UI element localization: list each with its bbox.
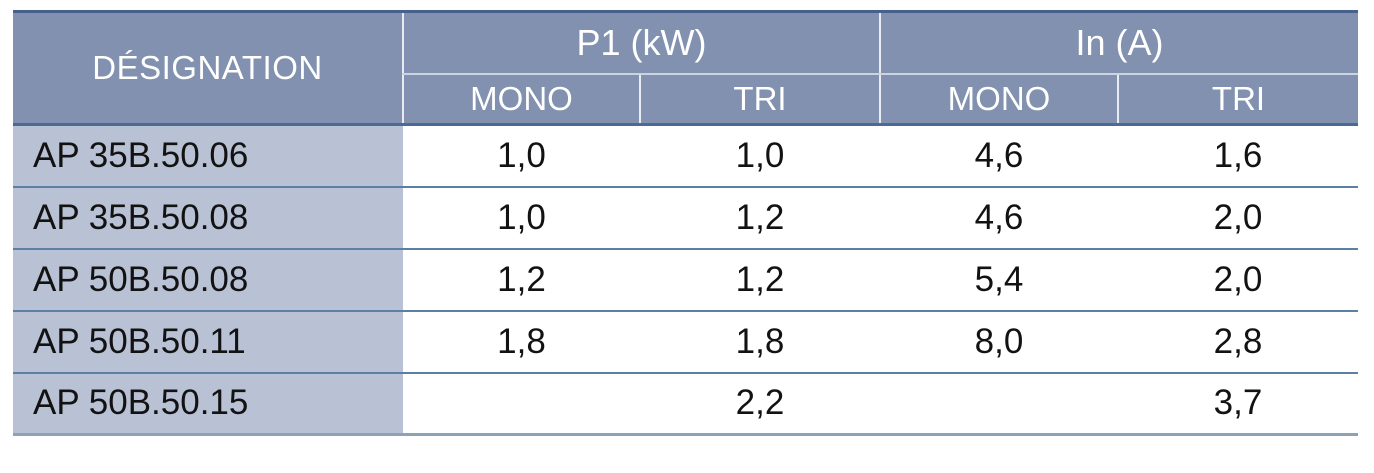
table-row: AP 35B.50.08 1,0 1,2 4,6 2,0 bbox=[13, 186, 1359, 250]
p1-kw-group-header-cell: P1 (kW) bbox=[402, 11, 880, 75]
in-mono-cell bbox=[880, 372, 1118, 436]
in-mono-cell: 4,6 bbox=[880, 124, 1118, 188]
p1-tri-subheader-cell: TRI bbox=[639, 73, 880, 126]
p1-tri-cell: 1,2 bbox=[640, 248, 880, 312]
table-header: DÉSIGNATION P1 (kW) In (A) MONO TRI MONO… bbox=[13, 11, 1359, 126]
group-header-row: DÉSIGNATION P1 (kW) In (A) bbox=[13, 11, 1359, 126]
in-tri-subheader-cell: TRI bbox=[1116, 73, 1359, 126]
in-tri-cell: 1,6 bbox=[1118, 124, 1359, 188]
p1-tri-cell: 1,8 bbox=[640, 310, 880, 374]
p1-mono-cell: 1,8 bbox=[403, 310, 640, 374]
sub-header-row: MONO TRI MONO TRI bbox=[13, 73, 1359, 126]
designation-cell: AP 50B.50.08 bbox=[13, 248, 403, 312]
in-mono-cell: 4,6 bbox=[880, 186, 1118, 250]
table-row: AP 50B.50.15 2,2 3,7 bbox=[13, 372, 1359, 436]
in-tri-cell: 3,7 bbox=[1118, 372, 1359, 436]
table-row: AP 50B.50.08 1,2 1,2 5,4 2,0 bbox=[13, 248, 1359, 312]
p1-mono-cell: 1,0 bbox=[403, 186, 640, 250]
in-mono-subheader-cell: MONO bbox=[879, 73, 1118, 126]
table-row: AP 35B.50.06 1,0 1,0 4,6 1,6 bbox=[13, 124, 1359, 188]
designation-cell: AP 50B.50.11 bbox=[13, 310, 403, 374]
table-body: AP 35B.50.06 1,0 1,0 4,6 1,6 AP 35B.50.0… bbox=[13, 124, 1359, 436]
in-mono-cell: 8,0 bbox=[880, 310, 1118, 374]
designation-cell: AP 35B.50.08 bbox=[13, 186, 403, 250]
p1-mono-cell: 1,2 bbox=[403, 248, 640, 312]
p1-mono-cell bbox=[403, 372, 640, 436]
p1-tri-cell: 2,2 bbox=[640, 372, 880, 436]
p1-mono-subheader-cell: MONO bbox=[402, 73, 640, 126]
in-a-group-header-cell: In (A) bbox=[878, 11, 1359, 75]
p1-tri-cell: 1,2 bbox=[640, 186, 880, 250]
designation-cell: AP 50B.50.15 bbox=[13, 372, 403, 436]
in-tri-cell: 2,0 bbox=[1118, 186, 1359, 250]
designation-cell: AP 35B.50.06 bbox=[13, 124, 403, 188]
table-row: AP 50B.50.11 1,8 1,8 8,0 2,8 bbox=[13, 310, 1359, 374]
p1-mono-cell: 1,0 bbox=[403, 124, 640, 188]
in-tri-cell: 2,0 bbox=[1118, 248, 1359, 312]
pump-spec-table: DÉSIGNATION P1 (kW) In (A) MONO TRI MONO… bbox=[13, 10, 1359, 436]
designation-header-cell: DÉSIGNATION bbox=[13, 11, 403, 126]
in-mono-cell: 5,4 bbox=[880, 248, 1118, 312]
in-tri-cell: 2,8 bbox=[1118, 310, 1359, 374]
p1-tri-cell: 1,0 bbox=[640, 124, 880, 188]
